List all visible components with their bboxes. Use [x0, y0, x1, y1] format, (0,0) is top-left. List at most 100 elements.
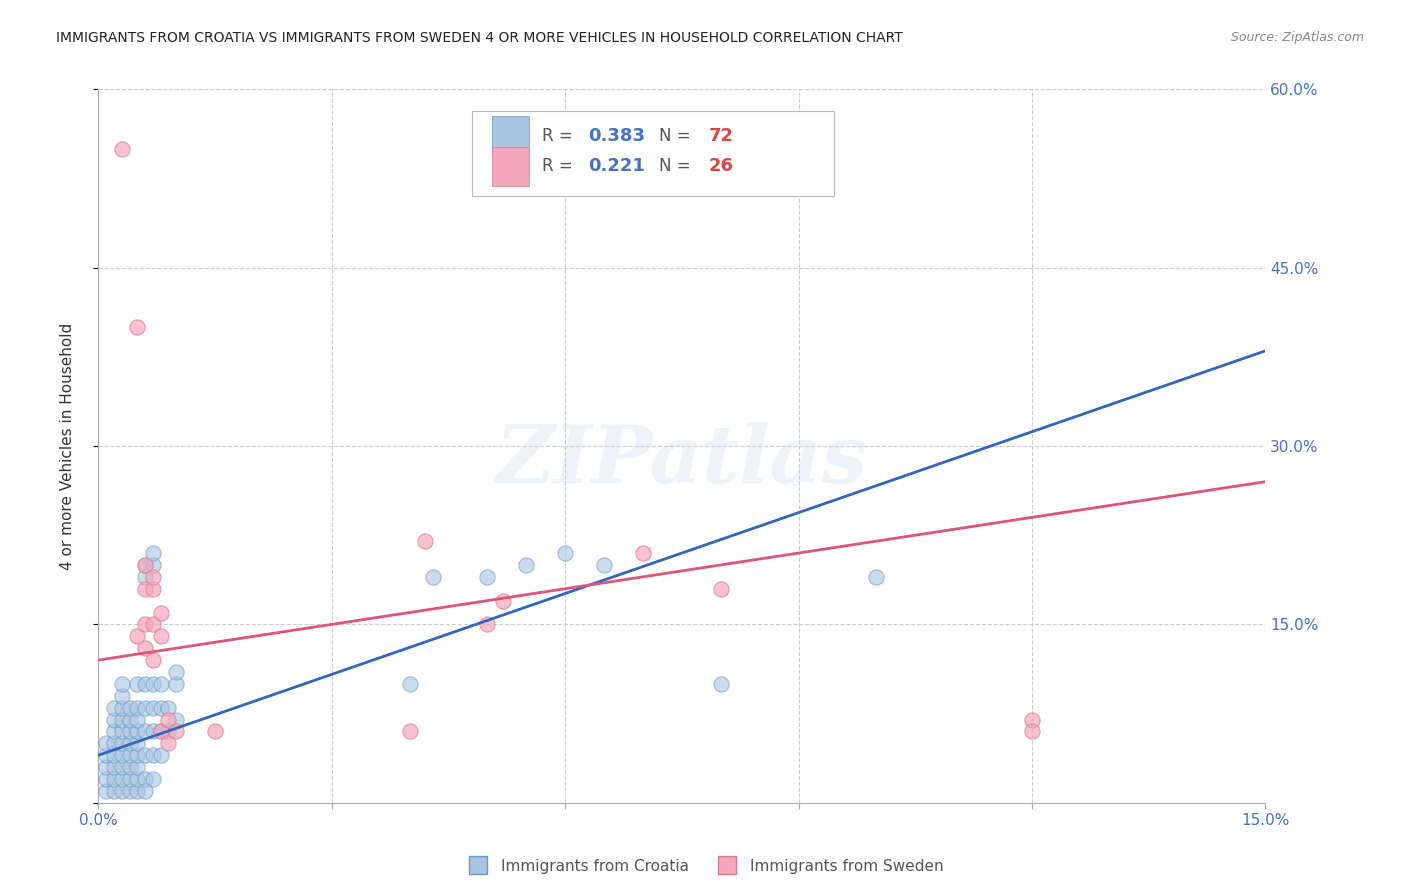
- Text: 0.221: 0.221: [589, 157, 645, 175]
- Point: [134, 748, 156, 763]
- Point: [710, 582, 733, 596]
- FancyBboxPatch shape: [472, 111, 834, 196]
- Point: [398, 724, 420, 739]
- Point: [149, 748, 172, 763]
- Point: [631, 546, 654, 560]
- Point: [134, 784, 156, 798]
- Point: [103, 760, 125, 774]
- Point: [865, 570, 887, 584]
- Point: [111, 700, 134, 714]
- Point: [103, 784, 125, 798]
- Point: [422, 570, 444, 584]
- Point: [103, 724, 125, 739]
- Text: Source: ZipAtlas.com: Source: ZipAtlas.com: [1230, 31, 1364, 45]
- Point: [103, 772, 125, 786]
- Text: N =: N =: [658, 127, 696, 145]
- Point: [111, 748, 134, 763]
- Point: [111, 772, 134, 786]
- Text: 72: 72: [709, 127, 734, 145]
- Point: [134, 677, 156, 691]
- Point: [134, 724, 156, 739]
- Point: [111, 784, 134, 798]
- Point: [149, 677, 172, 691]
- Point: [111, 677, 134, 691]
- Point: [165, 713, 187, 727]
- Point: [165, 724, 187, 739]
- Point: [142, 570, 165, 584]
- Point: [127, 760, 149, 774]
- Point: [127, 713, 149, 727]
- Point: [134, 570, 156, 584]
- Point: [149, 700, 172, 714]
- Point: [554, 546, 576, 560]
- Point: [111, 760, 134, 774]
- Point: [149, 724, 172, 739]
- Point: [1021, 713, 1043, 727]
- Legend: Immigrants from Croatia, Immigrants from Sweden: Immigrants from Croatia, Immigrants from…: [457, 853, 949, 880]
- Point: [127, 772, 149, 786]
- Point: [118, 700, 141, 714]
- Point: [127, 784, 149, 798]
- Point: [710, 677, 733, 691]
- Point: [103, 748, 125, 763]
- Point: [492, 593, 515, 607]
- Point: [103, 713, 125, 727]
- Point: [142, 772, 165, 786]
- Point: [103, 736, 125, 750]
- Point: [118, 748, 141, 763]
- FancyBboxPatch shape: [492, 146, 529, 186]
- Point: [118, 784, 141, 798]
- Text: 26: 26: [709, 157, 734, 175]
- Point: [103, 700, 125, 714]
- Point: [142, 582, 165, 596]
- Point: [118, 760, 141, 774]
- Point: [515, 558, 537, 572]
- Point: [127, 748, 149, 763]
- Point: [96, 748, 118, 763]
- Text: ZIPatlas: ZIPatlas: [496, 422, 868, 499]
- Text: IMMIGRANTS FROM CROATIA VS IMMIGRANTS FROM SWEDEN 4 OR MORE VEHICLES IN HOUSEHOL: IMMIGRANTS FROM CROATIA VS IMMIGRANTS FR…: [56, 31, 903, 45]
- Point: [134, 617, 156, 632]
- Point: [204, 724, 226, 739]
- Y-axis label: 4 or more Vehicles in Household: 4 or more Vehicles in Household: [60, 322, 75, 570]
- Point: [165, 665, 187, 679]
- Point: [127, 677, 149, 691]
- Point: [398, 677, 420, 691]
- Point: [165, 677, 187, 691]
- Point: [157, 700, 180, 714]
- Point: [118, 772, 141, 786]
- Text: R =: R =: [541, 127, 578, 145]
- Point: [118, 724, 141, 739]
- Point: [96, 772, 118, 786]
- Point: [118, 736, 141, 750]
- Point: [149, 606, 172, 620]
- Point: [134, 582, 156, 596]
- Point: [142, 700, 165, 714]
- Point: [127, 724, 149, 739]
- Point: [111, 713, 134, 727]
- Point: [142, 653, 165, 667]
- Point: [134, 558, 156, 572]
- Point: [142, 617, 165, 632]
- Text: R =: R =: [541, 157, 578, 175]
- Point: [413, 534, 436, 549]
- Text: 0.383: 0.383: [589, 127, 645, 145]
- Point: [111, 724, 134, 739]
- Point: [111, 736, 134, 750]
- Point: [127, 320, 149, 334]
- FancyBboxPatch shape: [492, 116, 529, 155]
- Text: N =: N =: [658, 157, 696, 175]
- Point: [127, 629, 149, 643]
- Point: [142, 546, 165, 560]
- Point: [111, 142, 134, 156]
- Point: [142, 748, 165, 763]
- Point: [127, 700, 149, 714]
- Point: [142, 724, 165, 739]
- Point: [157, 713, 180, 727]
- Point: [96, 736, 118, 750]
- Point: [96, 760, 118, 774]
- Point: [142, 677, 165, 691]
- Point: [149, 724, 172, 739]
- Point: [477, 617, 499, 632]
- Point: [149, 629, 172, 643]
